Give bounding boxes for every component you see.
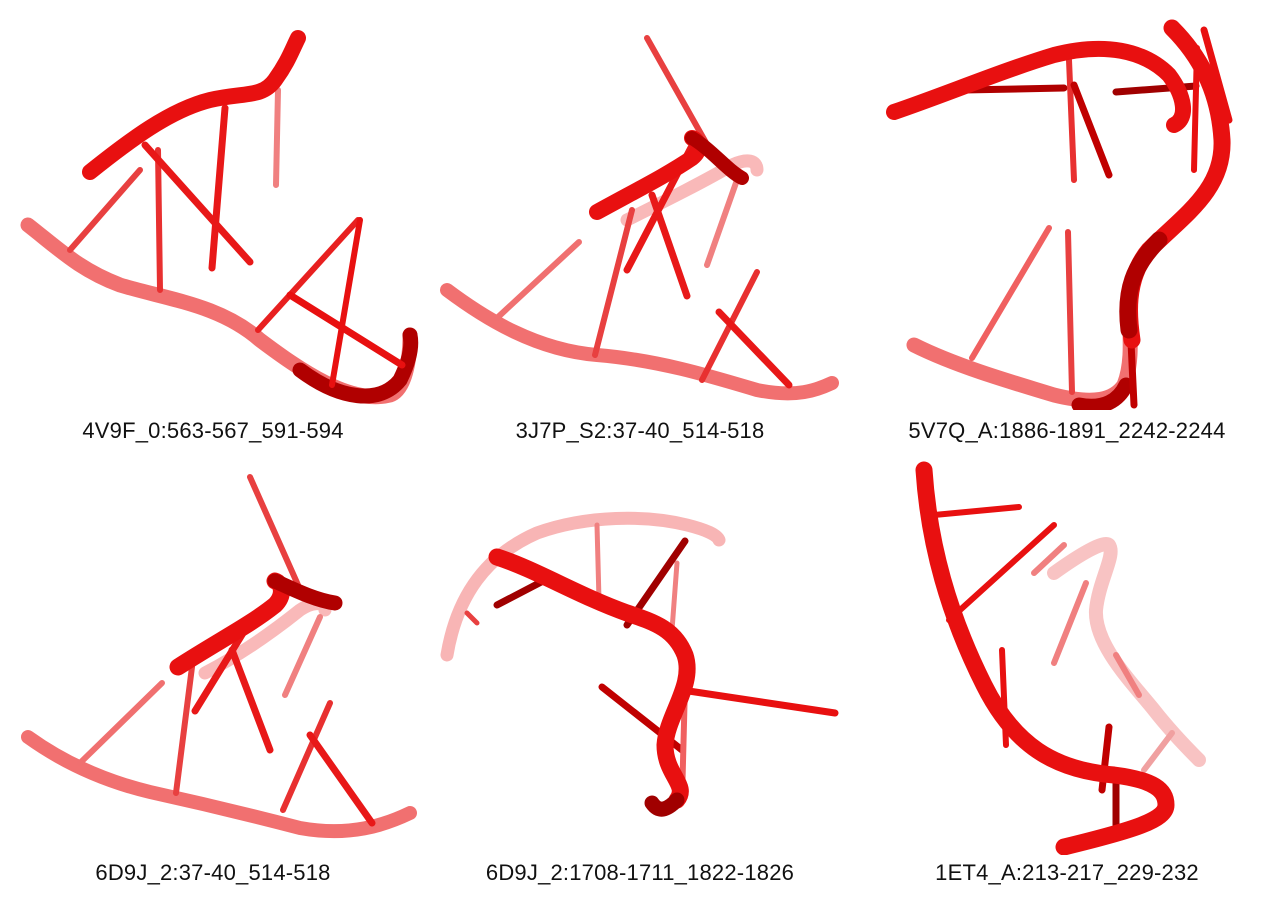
structure-label: 1ET4_A:213-217_229-232 [935,860,1199,885]
structure-panel-1: 4V9F_0:563-567_591-594 [0,0,426,450]
rna-structure-1 [20,30,419,405]
structure-panel-6: 1ET4_A:213-217_229-232 [854,445,1280,895]
structure-label: 6D9J_2:1708-1711_1822-1826 [485,860,795,885]
rna-structure-3 [886,19,1233,410]
structure-panel-2: 3J7P_S2:37-40_514-518 [427,0,853,450]
structure-panel-3: 5V7Q_A:1886-1891_2242-2244 [854,0,1280,450]
structure-label: 4V9F_0:563-567_591-594 [82,418,344,443]
structure-panel-4: 6D9J_2:37-40_514-518 [0,445,426,895]
rna-structure-6 [915,461,1206,855]
structure-panel-5: 6D9J_2:1708-1711_1822-1826 [427,445,853,895]
structure-label: 5V7Q_A:1886-1891_2242-2244 [908,418,1226,443]
structure-label: 3J7P_S2:37-40_514-518 [515,418,765,443]
rna-structure-4 [440,511,839,817]
structure-label: 6D9J_2:37-40_514-518 [95,860,331,885]
rna-structure-5 [21,474,417,839]
rna-structure-2 [440,35,839,401]
